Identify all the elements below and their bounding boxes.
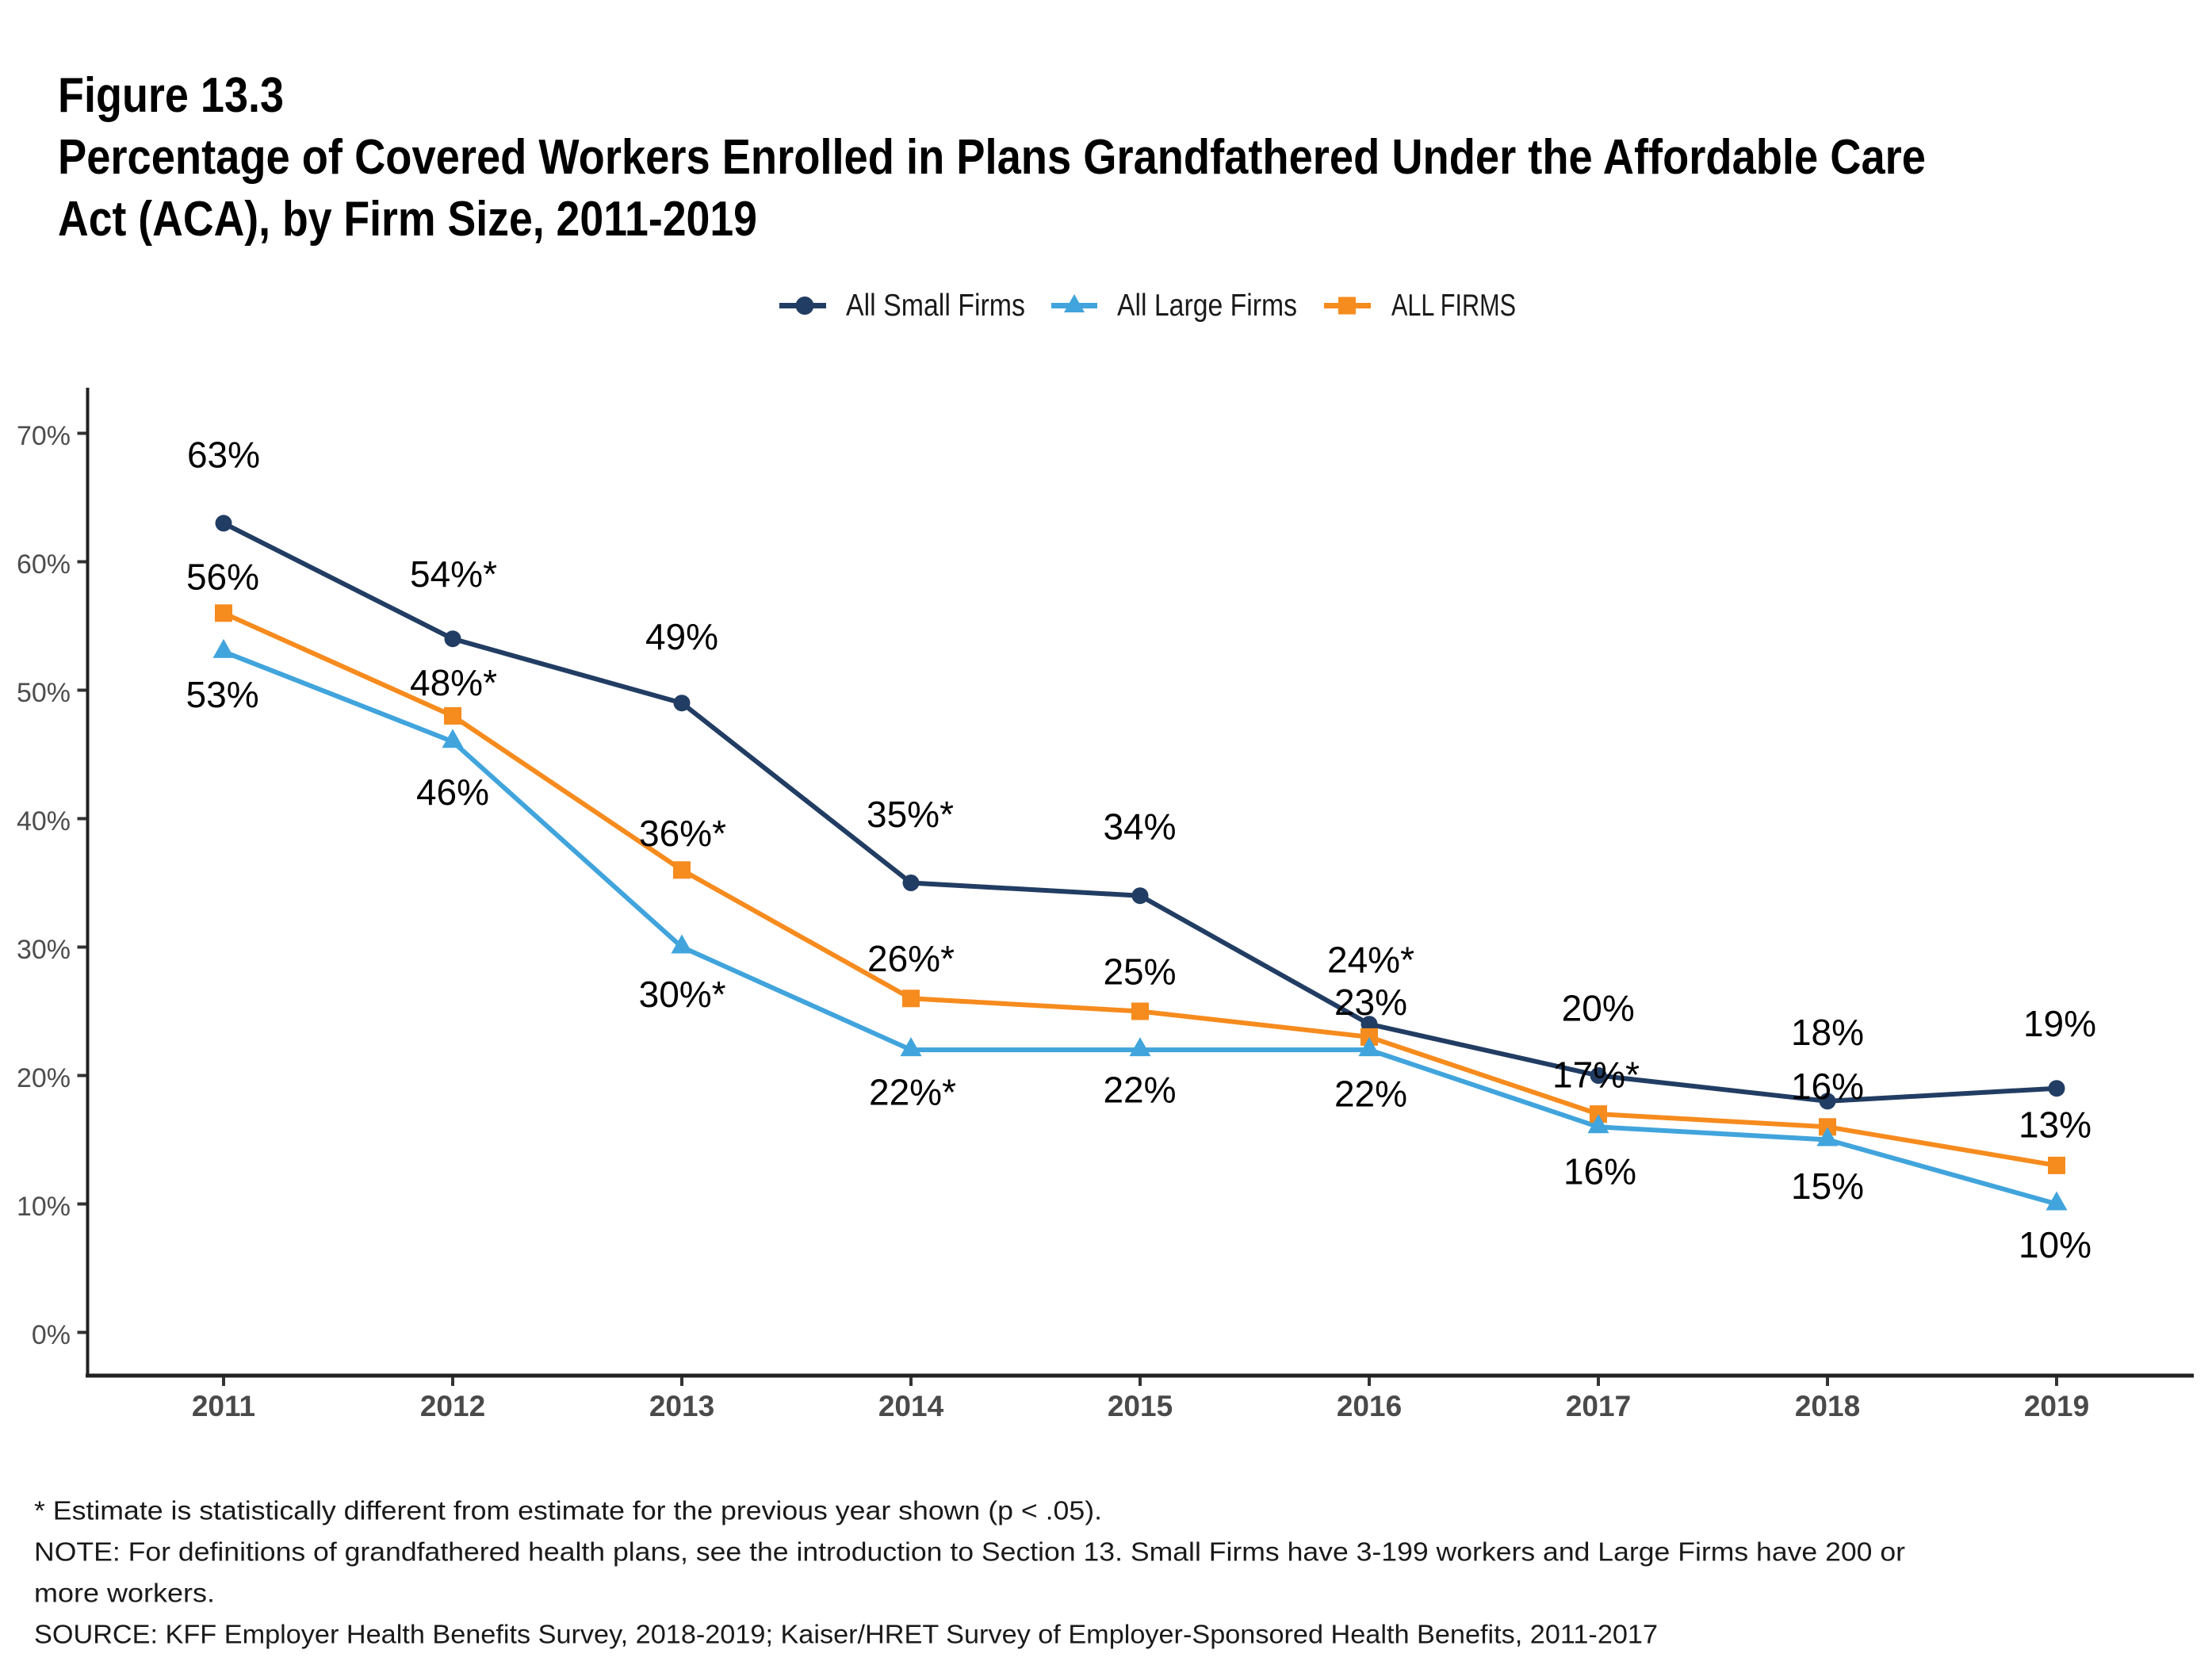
svg-text:All Large Firms: All Large Firms [1117, 289, 1297, 323]
svg-text:25%: 25% [1103, 951, 1176, 993]
svg-text:46%: 46% [416, 771, 489, 813]
svg-text:36%*: 36%* [639, 813, 726, 854]
svg-text:Percentage of Covered Workers: Percentage of Covered Workers Enrolled i… [58, 130, 1926, 185]
svg-text:53%: 53% [186, 674, 259, 715]
svg-text:20%: 20% [17, 1063, 71, 1093]
svg-text:10%: 10% [2019, 1224, 2091, 1265]
svg-text:10%: 10% [17, 1192, 71, 1222]
svg-text:2012: 2012 [420, 1390, 485, 1422]
svg-text:23%: 23% [1334, 982, 1407, 1023]
svg-text:22%: 22% [1103, 1069, 1176, 1110]
svg-text:SOURCE: KFF Employer Health Be: SOURCE: KFF Employer Health Benefits Sur… [34, 1620, 1658, 1649]
svg-text:Act (ACA), by Firm Size, 2011-: Act (ACA), by Firm Size, 2011-2019 [58, 192, 757, 247]
svg-text:63%: 63% [187, 434, 260, 476]
svg-text:0%: 0% [32, 1320, 71, 1350]
svg-text:30%*: 30%* [639, 974, 726, 1015]
svg-text:16%: 16% [1791, 1066, 1864, 1107]
svg-text:17%*: 17%* [1552, 1054, 1640, 1096]
svg-text:2017: 2017 [1566, 1390, 1631, 1422]
svg-text:2011: 2011 [192, 1390, 255, 1422]
svg-text:35%*: 35%* [867, 794, 954, 835]
svg-text:30%: 30% [17, 935, 71, 965]
svg-text:NOTE: For definitions of grand: NOTE: For definitions of grandfathered h… [34, 1537, 1905, 1567]
svg-text:Figure 13.3: Figure 13.3 [58, 68, 284, 123]
svg-text:2013: 2013 [649, 1390, 714, 1422]
svg-text:2015: 2015 [1108, 1390, 1173, 1422]
svg-text:15%: 15% [1791, 1166, 1864, 1207]
svg-text:22%*: 22%* [869, 1072, 956, 1113]
svg-text:56%: 56% [186, 557, 259, 598]
svg-text:2014: 2014 [878, 1390, 944, 1422]
svg-text:60%: 60% [17, 549, 71, 580]
svg-text:24%*: 24%* [1327, 939, 1414, 980]
svg-text:* Estimate is statistically di: * Estimate is statistically different fr… [34, 1496, 1102, 1525]
svg-text:54%*: 54%* [410, 553, 497, 595]
svg-text:2016: 2016 [1337, 1390, 1402, 1422]
svg-text:70%: 70% [17, 421, 71, 451]
svg-text:18%: 18% [1791, 1012, 1864, 1053]
svg-text:49%: 49% [645, 616, 718, 657]
svg-text:2019: 2019 [2024, 1390, 2089, 1422]
svg-text:34%: 34% [1103, 806, 1176, 848]
svg-text:20%: 20% [1562, 988, 1635, 1029]
svg-text:more workers.: more workers. [34, 1579, 215, 1608]
svg-text:22%: 22% [1334, 1074, 1407, 1115]
svg-text:13%: 13% [2019, 1104, 2091, 1146]
svg-text:16%: 16% [1563, 1150, 1636, 1192]
svg-text:19%: 19% [2023, 1003, 2096, 1044]
svg-text:2018: 2018 [1795, 1390, 1860, 1422]
svg-text:50%: 50% [17, 678, 71, 708]
svg-text:All Small Firms: All Small Firms [846, 289, 1025, 323]
svg-text:ALL FIRMS: ALL FIRMS [1391, 289, 1516, 323]
svg-text:48%*: 48%* [410, 662, 497, 703]
svg-text:26%*: 26%* [867, 938, 955, 979]
svg-text:40%: 40% [17, 806, 71, 836]
